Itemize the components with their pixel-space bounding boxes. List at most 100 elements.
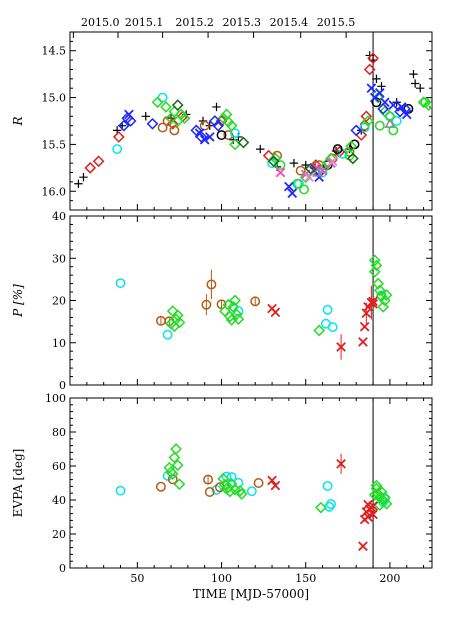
data-point bbox=[363, 63, 376, 76]
y-tick-label: 20 bbox=[52, 528, 66, 541]
chart-panel-3: 50 100 150 200 0 20 40 60 80 100 EVPA [deg] TIME [M… bbox=[11, 392, 433, 601]
data-point bbox=[377, 82, 386, 91]
y-tick-label: 30 bbox=[52, 252, 66, 265]
x-tick-label: 100 bbox=[211, 572, 232, 585]
data-point bbox=[374, 88, 385, 98]
data-point bbox=[173, 316, 186, 329]
data-point bbox=[216, 299, 227, 310]
data-point bbox=[363, 512, 373, 522]
data-point bbox=[168, 451, 181, 464]
x-axis-label: TIME [MJD-57000] bbox=[193, 587, 309, 601]
series-3 bbox=[163, 443, 393, 514]
data-point bbox=[313, 324, 326, 337]
data-point bbox=[336, 458, 346, 469]
data-point bbox=[322, 481, 333, 492]
data-point bbox=[332, 144, 343, 155]
y-axis-label: P [%] bbox=[11, 284, 25, 318]
data-point bbox=[380, 289, 393, 301]
data-point bbox=[206, 279, 217, 290]
data-point bbox=[368, 254, 381, 267]
data-point bbox=[358, 541, 368, 552]
data-point bbox=[229, 294, 241, 307]
data-point bbox=[227, 300, 240, 313]
data-point bbox=[372, 74, 381, 84]
data-point bbox=[401, 109, 412, 120]
data-point bbox=[367, 52, 379, 65]
data-point bbox=[326, 499, 336, 510]
y-tick-label: 0 bbox=[59, 379, 66, 392]
chart-panel-1: 2015.0 2015.1 2015.2 2015.3 2015.4 2015.5 14.5… bbox=[11, 16, 433, 211]
data-point bbox=[377, 102, 390, 115]
x-tick-label: 150 bbox=[295, 572, 316, 585]
data-point bbox=[84, 161, 97, 174]
data-point bbox=[368, 501, 378, 511]
data-point bbox=[372, 91, 384, 104]
y-tick-label: 16.0 bbox=[42, 185, 67, 198]
data-point bbox=[322, 304, 333, 315]
data-point bbox=[377, 300, 390, 313]
data-point bbox=[420, 97, 431, 108]
data-point bbox=[250, 296, 261, 307]
data-point bbox=[199, 120, 210, 131]
data-point bbox=[410, 79, 420, 88]
data-point bbox=[225, 119, 238, 132]
data-point bbox=[151, 96, 164, 109]
x-ticks bbox=[69, 216, 425, 385]
data-point bbox=[299, 184, 309, 195]
data-point bbox=[204, 132, 215, 142]
data-point bbox=[124, 115, 137, 127]
data-point bbox=[372, 277, 384, 290]
data-point bbox=[162, 329, 173, 340]
data-point bbox=[166, 468, 179, 480]
data-point bbox=[226, 472, 237, 482]
data-point bbox=[201, 299, 212, 310]
data-point bbox=[178, 112, 191, 125]
data-point bbox=[358, 337, 368, 347]
data-point bbox=[234, 485, 246, 497]
data-point bbox=[155, 481, 166, 492]
data-point bbox=[372, 488, 384, 500]
chart-panel-2: 0 10 20 30 40 P [%] bbox=[11, 210, 433, 392]
data-point bbox=[170, 443, 182, 455]
data-point bbox=[287, 188, 298, 198]
data-point bbox=[217, 112, 230, 125]
y-tick-label: 80 bbox=[52, 426, 66, 439]
data-point bbox=[366, 83, 377, 94]
data-point bbox=[350, 124, 363, 137]
y-tick-label: 40 bbox=[52, 210, 66, 223]
data-point bbox=[163, 461, 176, 474]
data-point bbox=[373, 284, 386, 297]
series-1 bbox=[115, 470, 390, 512]
data-layer bbox=[115, 443, 393, 552]
data-point bbox=[160, 101, 172, 113]
data-point bbox=[115, 485, 126, 496]
y-tick-label: 40 bbox=[52, 494, 66, 507]
top-axis-label: 2015.3 bbox=[222, 16, 261, 29]
data-point bbox=[295, 165, 306, 176]
series-13 bbox=[171, 99, 359, 175]
data-point bbox=[269, 152, 282, 165]
y-tick-label: 15.5 bbox=[42, 138, 67, 151]
series-4 bbox=[267, 453, 378, 552]
series-3 bbox=[165, 254, 393, 337]
data-point bbox=[146, 117, 159, 130]
data-point bbox=[314, 172, 325, 183]
y-tick-label: 0 bbox=[59, 562, 66, 575]
data-point bbox=[204, 487, 215, 497]
data-point bbox=[124, 109, 134, 120]
data-point bbox=[368, 299, 378, 309]
data-point bbox=[380, 97, 390, 108]
data-point bbox=[384, 118, 396, 128]
data-point bbox=[92, 155, 105, 168]
data-point bbox=[217, 472, 230, 485]
data-point bbox=[388, 100, 399, 110]
data-point bbox=[235, 488, 248, 500]
data-point bbox=[284, 181, 294, 192]
data-point bbox=[112, 144, 123, 155]
y-tick-label: 15.0 bbox=[42, 92, 67, 105]
data-point bbox=[362, 115, 374, 127]
series-9 bbox=[124, 83, 412, 198]
data-layer bbox=[115, 254, 393, 360]
data-point bbox=[422, 99, 432, 111]
series-11 bbox=[304, 156, 338, 183]
